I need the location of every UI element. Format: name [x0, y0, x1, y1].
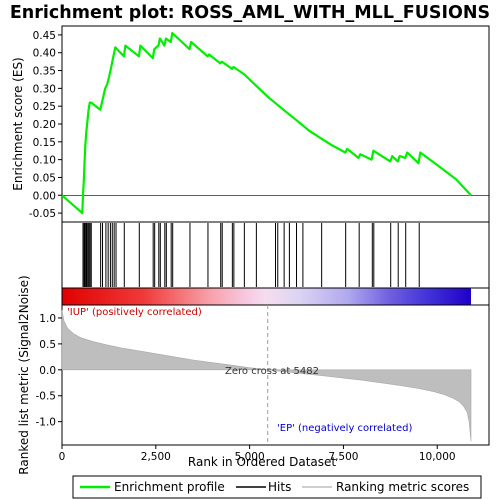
metric-y-tick-label: -1.0 [36, 417, 57, 429]
legend-profile-label: Enrichment profile [114, 480, 225, 494]
metric-y-tick-label: 0.5 [39, 339, 56, 351]
x-tick-label: 5,000 [235, 451, 265, 463]
es-y-tick-label: 0.25 [33, 101, 56, 113]
es-y-tick-label: 0.40 [33, 48, 56, 60]
es-y-axis: -0.05 0.00 0.05 0.10 0.15 0.20 0.25 0.30 0.35 0.4… [29, 30, 62, 220]
es-y-tick-label: 0.45 [33, 30, 56, 42]
es-y-tick-label: 0.20 [33, 119, 56, 131]
metric-y-tick-label: 1.0 [39, 313, 56, 325]
ranking-color-bar [62, 288, 471, 305]
es-y-tick-label: 0.15 [33, 137, 56, 149]
legend-metric-label: Ranking metric scores [336, 480, 469, 494]
es-y-tick-label: -0.05 [29, 208, 56, 220]
x-tick-label: 2,500 [141, 451, 171, 463]
es-y-axis-label: Enrichment score (ES) [11, 57, 25, 190]
ranking-metric-area [61, 310, 472, 442]
es-y-tick-label: 0.05 [33, 172, 56, 184]
metric-y-tick-label: -0.5 [36, 391, 57, 403]
legend-box [72, 475, 482, 499]
legend-hits-label: Hits [268, 480, 291, 494]
es-y-tick-label: 0.30 [33, 83, 56, 95]
metric-y-tick-label: 0.0 [39, 365, 56, 377]
metric-y-axis: 1.0 0.5 0.0 -0.5 -1.0 [36, 313, 62, 429]
x-axis: 0 2,500 5,000 7,500 10,000 [59, 445, 456, 463]
es-panel [61, 25, 490, 223]
x-tick-label: 10,000 [419, 451, 456, 463]
x-tick-label: 7,500 [328, 451, 358, 463]
es-y-tick-label: 0.00 [33, 190, 56, 202]
hits-marks [82, 223, 420, 287]
zero-cross-annotation: Zero cross at 5482 [225, 366, 319, 377]
x-tick-label: 0 [59, 451, 66, 463]
metric-y-axis-label: Ranked list metric (Signal2Noise) [17, 275, 31, 474]
enrichment-profile [61, 31, 472, 215]
es-y-tick-label: 0.10 [33, 155, 56, 167]
positive-annotation: 'IUP' (positively correlated) [67, 307, 202, 318]
negative-annotation: 'EP' (negatively correlated) [277, 423, 412, 434]
chart-title: Enrichment plot: ROSS_AML_WITH_MLL_FUSIO… [10, 3, 490, 23]
es-y-tick-label: 0.35 [33, 66, 56, 78]
x-axis-label: Rank in Ordered Dataset [188, 455, 336, 469]
ranking-metric-fill [61, 310, 472, 442]
enrichment-profile-line [61, 31, 472, 215]
